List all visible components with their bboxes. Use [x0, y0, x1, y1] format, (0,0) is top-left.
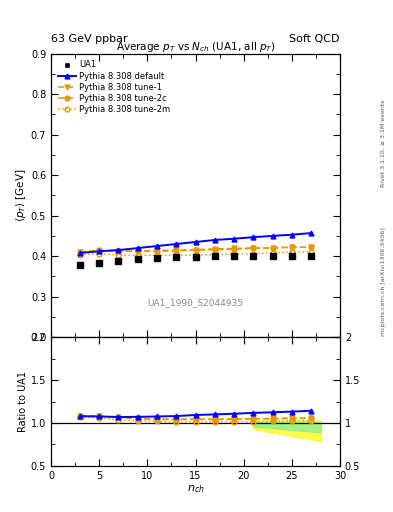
X-axis label: $n_{ch}$: $n_{ch}$ [187, 483, 204, 495]
Text: Soft QCD: Soft QCD [290, 33, 340, 44]
Y-axis label: $\langle p_T \rangle$ [GeV]: $\langle p_T \rangle$ [GeV] [14, 168, 28, 222]
Title: Average $p_T$ vs $N_{ch}$ (UA1, all $p_T$): Average $p_T$ vs $N_{ch}$ (UA1, all $p_T… [116, 39, 275, 54]
Text: UA1_1990_S2044935: UA1_1990_S2044935 [147, 298, 244, 308]
Legend: UA1, Pythia 8.308 default, Pythia 8.308 tune-1, Pythia 8.308 tune-2c, Pythia 8.3: UA1, Pythia 8.308 default, Pythia 8.308 … [55, 58, 173, 116]
Y-axis label: Ratio to UA1: Ratio to UA1 [18, 371, 28, 432]
Text: mcplots.cern.ch [arXiv:1306.3436]: mcplots.cern.ch [arXiv:1306.3436] [381, 227, 386, 336]
Text: 63 GeV ppbar: 63 GeV ppbar [51, 33, 128, 44]
Text: Rivet 3.1.10, ≥ 3.1M events: Rivet 3.1.10, ≥ 3.1M events [381, 100, 386, 187]
